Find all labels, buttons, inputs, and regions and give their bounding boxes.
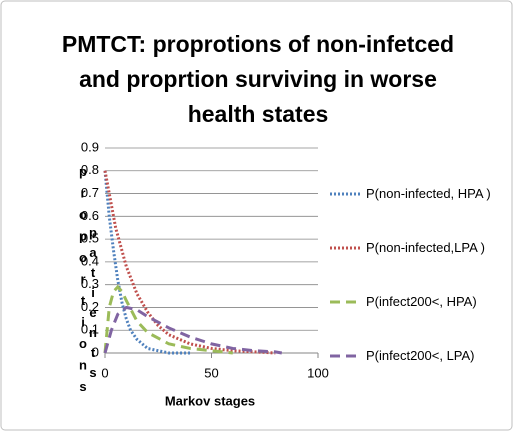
x-tick-label: 0 xyxy=(101,365,108,380)
y-tick-label: 0.2 xyxy=(81,299,99,314)
x-axis-label: Markov stages xyxy=(165,393,255,408)
legend-swatch xyxy=(330,246,360,250)
title-line: health states xyxy=(188,101,329,127)
legend-item: P(non-infected,LPA ) xyxy=(330,239,508,293)
x-tick-label: 50 xyxy=(204,365,218,380)
y-tick-label: 0.4 xyxy=(81,253,99,268)
y-tick-label: 0.6 xyxy=(81,208,99,223)
x-tick-label: 100 xyxy=(307,365,329,380)
y-tick-label: 0 xyxy=(92,344,99,359)
legend-item: P(non-infected, HPA ) xyxy=(330,185,508,239)
legend-item: P(infect200<, HPA) xyxy=(330,293,508,347)
legend-label: P(infect200<, HPA) xyxy=(366,294,477,309)
legend-label: P(infect200<, LPA) xyxy=(366,348,475,363)
legend: P(non-infected, HPA ) P(non-infected,LPA … xyxy=(330,185,508,401)
y-tick-label: 0.1 xyxy=(81,322,99,337)
legend-label: P(non-infected,LPA ) xyxy=(366,240,485,255)
y-tick-label: 0.9 xyxy=(81,139,99,154)
y-tick-label: 0.5 xyxy=(81,231,99,246)
y-tick-label: 0.7 xyxy=(81,185,99,200)
legend-item: P(infect200<, LPA) xyxy=(330,347,508,401)
y-tick-label: 0.8 xyxy=(81,162,99,177)
series-line xyxy=(103,284,233,355)
title-line: PMTCT: proprotions of non-infetced xyxy=(62,31,454,57)
series-line xyxy=(103,305,283,355)
legend-swatch xyxy=(330,300,360,304)
y-tick-label: 0.3 xyxy=(81,276,99,291)
legend-swatch xyxy=(330,192,360,196)
legend-swatch xyxy=(330,354,360,358)
legend-label: P(non-infected, HPA ) xyxy=(366,186,491,201)
title-line: and proprtion surviving in worse xyxy=(79,66,437,92)
series-line xyxy=(103,170,276,355)
